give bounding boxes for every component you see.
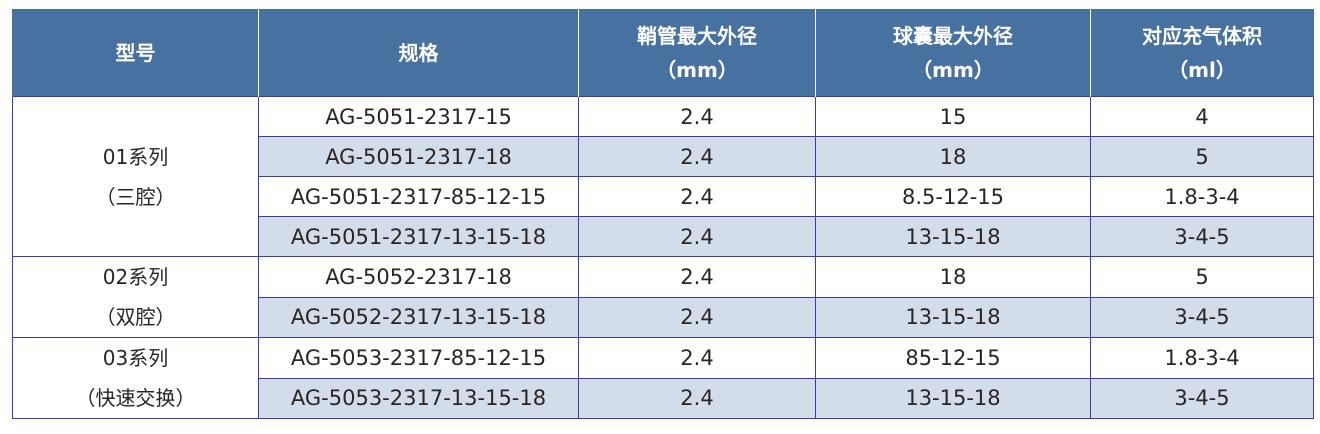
volume-cell: 4 xyxy=(1090,96,1314,137)
balloon-od-cell: 18 xyxy=(815,256,1091,298)
spec-cell: AG-5051-2317-85-12-15 xyxy=(258,176,579,217)
sheath-od-cell: 2.4 xyxy=(578,296,816,338)
sheath-od-cell: 2.4 xyxy=(578,377,816,419)
spec-table: 型号 规格 鞘管最大外径 （mm） 球囊最大外径 （mm） 对应充气体积 （ml） 0… xyxy=(12,9,1314,419)
table-row: AG-5052-2317-13-15-18 2.4 13-15-18 3-4-5 xyxy=(13,296,1314,338)
balloon-od-cell: 15 xyxy=(815,96,1091,137)
spec-cell: AG-5052-2317-18 xyxy=(258,256,579,298)
header-sheath-od: 鞘管最大外径 （mm） xyxy=(578,9,816,97)
series-type: （快速交换） xyxy=(75,386,196,410)
header-text: 型号 xyxy=(115,40,156,65)
header-text: 鞘管最大外径 xyxy=(637,23,757,48)
volume-cell: 3-4-5 xyxy=(1090,296,1314,338)
header-spec: 规格 xyxy=(258,9,579,97)
series-type: （双腔） xyxy=(95,305,176,329)
balloon-od-cell: 85-12-15 xyxy=(815,337,1091,379)
table-row: AG-5051-2317-13-15-18 2.4 13-15-18 3-4-5 xyxy=(13,216,1314,257)
header-text: 规格 xyxy=(398,40,439,65)
sheath-od-cell: 2.4 xyxy=(578,216,816,257)
balloon-od-cell: 18 xyxy=(815,136,1091,177)
series-cell: 03系列 （快速交换） xyxy=(12,337,259,419)
sheath-od-cell: 2.4 xyxy=(578,96,816,137)
volume-cell: 3-4-5 xyxy=(1090,377,1314,419)
header-text: 对应充气体积 xyxy=(1142,23,1262,48)
header-volume: 对应充气体积 （ml） xyxy=(1090,9,1314,97)
table-row: AG-5051-2317-18 2.4 18 5 xyxy=(13,136,1314,177)
volume-cell: 5 xyxy=(1090,256,1314,298)
header-balloon-od: 球囊最大外径 （mm） xyxy=(815,9,1091,97)
header-model: 型号 xyxy=(12,9,259,97)
table-row: AG-5053-2317-13-15-18 2.4 13-15-18 3-4-5 xyxy=(13,377,1314,419)
spec-cell: AG-5052-2317-13-15-18 xyxy=(258,296,579,338)
table-row: 02系列 （双腔） AG-5052-2317-18 2.4 18 5 xyxy=(12,256,1314,338)
spec-cell: AG-5051-2317-18 xyxy=(258,136,579,177)
spec-cell: AG-5051-2317-13-15-18 xyxy=(258,216,579,257)
header-unit: （mm） xyxy=(912,57,994,82)
balloon-od-cell: 13-15-18 xyxy=(815,377,1091,419)
volume-cell: 3-4-5 xyxy=(1090,216,1314,257)
series-name: 02系列 xyxy=(102,265,169,289)
header-unit: （mm） xyxy=(656,57,738,82)
header-row: 型号 规格 鞘管最大外径 （mm） 球囊最大外径 （mm） 对应充气体积 （ml） xyxy=(12,9,1314,97)
sheath-od-cell: 2.4 xyxy=(578,176,816,217)
header-unit: （ml） xyxy=(1168,57,1236,82)
spec-cell: AG-5053-2317-13-15-18 xyxy=(258,377,579,419)
sheath-od-cell: 2.4 xyxy=(578,337,816,379)
balloon-od-cell: 13-15-18 xyxy=(815,216,1091,257)
table-row: 01系列 （三腔） AG-5051-2317-15 2.4 15 4 xyxy=(12,96,1314,257)
series-name: 01系列 xyxy=(102,144,169,169)
series-type: （三腔） xyxy=(95,184,176,209)
balloon-od-cell: 8.5-12-15 xyxy=(815,176,1091,217)
spec-cell: AG-5051-2317-15 xyxy=(258,96,579,137)
sheath-od-cell: 2.4 xyxy=(578,136,816,177)
spec-cell: AG-5053-2317-85-12-15 xyxy=(258,337,579,379)
volume-cell: 5 xyxy=(1090,136,1314,177)
sheath-od-cell: 2.4 xyxy=(578,256,816,298)
series-cell: 01系列 （三腔） xyxy=(12,96,259,257)
series-name: 03系列 xyxy=(102,346,169,370)
series-cell: 02系列 （双腔） xyxy=(12,256,259,338)
volume-cell: 1.8-3-4 xyxy=(1090,337,1314,379)
table-row: 03系列 （快速交换） AG-5053-2317-85-12-15 2.4 85-12-… xyxy=(12,337,1314,419)
header-text: 球囊最大外径 xyxy=(893,23,1013,48)
balloon-od-cell: 13-15-18 xyxy=(815,296,1091,338)
volume-cell: 1.8-3-4 xyxy=(1090,176,1314,217)
